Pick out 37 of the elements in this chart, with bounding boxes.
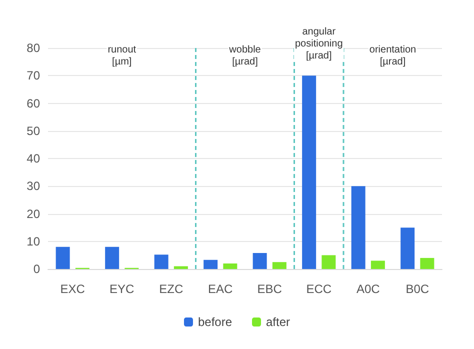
bar bbox=[204, 260, 218, 269]
bar bbox=[302, 76, 316, 269]
x-tick-label: EZC bbox=[159, 282, 184, 296]
bar bbox=[223, 263, 238, 269]
x-tick-label: EXC bbox=[60, 282, 86, 296]
bar bbox=[174, 266, 188, 269]
bar bbox=[272, 262, 286, 269]
x-tick-label: EYC bbox=[110, 282, 135, 296]
annotation: angular positioning [µrad] bbox=[294, 26, 343, 62]
y-tick-label: 10 bbox=[26, 234, 40, 248]
legend-label: after bbox=[266, 315, 290, 329]
bar bbox=[56, 246, 70, 269]
x-tick-label: EAC bbox=[208, 282, 234, 296]
y-tick-label: 50 bbox=[26, 124, 40, 138]
y-tick-label: 0 bbox=[33, 262, 40, 276]
bar bbox=[351, 186, 366, 269]
x-tick-label: B0C bbox=[406, 282, 430, 296]
annotation: runout [µm] bbox=[108, 44, 136, 68]
x-tick-label: A0C bbox=[356, 282, 380, 296]
bar bbox=[154, 254, 168, 269]
bar bbox=[400, 228, 415, 269]
y-tick-label: 40 bbox=[26, 152, 40, 166]
legend-label: before bbox=[198, 315, 232, 329]
bar bbox=[322, 255, 336, 269]
bar bbox=[420, 258, 434, 269]
x-tick-label: EBC bbox=[257, 282, 282, 296]
y-tick-label: 20 bbox=[26, 206, 40, 221]
bar bbox=[105, 246, 120, 269]
y-tick-label: 70 bbox=[26, 68, 40, 83]
x-tick-label: ECC bbox=[306, 282, 332, 296]
y-tick-label: 30 bbox=[26, 179, 40, 194]
y-tick-label: 60 bbox=[26, 96, 40, 110]
annotation: wobble [µrad] bbox=[228, 44, 262, 68]
bar bbox=[252, 252, 267, 269]
y-tick-label: 80 bbox=[26, 41, 40, 55]
bar bbox=[370, 260, 385, 269]
annotation: orientation [µrad] bbox=[369, 44, 416, 68]
